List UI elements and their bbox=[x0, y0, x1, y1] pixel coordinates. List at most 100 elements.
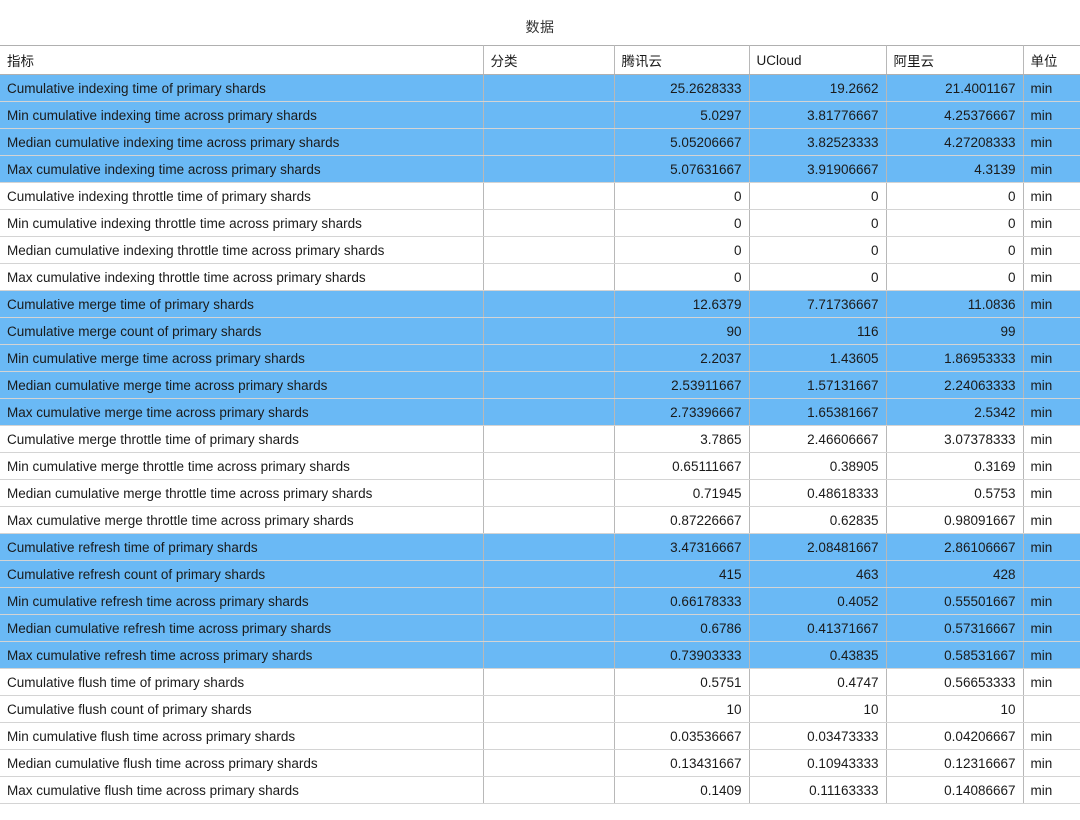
cell-tencent[interactable]: 2.2037 bbox=[614, 344, 750, 372]
table-row[interactable]: Median cumulative merge throttle time ac… bbox=[0, 479, 1080, 507]
cell-category[interactable] bbox=[483, 263, 615, 291]
cell-tencent[interactable]: 0.66178333 bbox=[614, 587, 750, 615]
cell-category[interactable] bbox=[483, 290, 615, 318]
cell-aliyun[interactable]: 4.25376667 bbox=[886, 101, 1024, 129]
cell-category[interactable] bbox=[483, 344, 615, 372]
cell-ucloud[interactable]: 0 bbox=[749, 263, 887, 291]
cell-aliyun[interactable]: 0.5753 bbox=[886, 479, 1024, 507]
cell-metric[interactable]: Max cumulative flush time across primary… bbox=[0, 776, 484, 804]
table-row[interactable]: Max cumulative flush time across primary… bbox=[0, 776, 1080, 804]
cell-tencent[interactable]: 2.73396667 bbox=[614, 398, 750, 426]
cell-category[interactable] bbox=[483, 479, 615, 507]
cell-aliyun[interactable]: 99 bbox=[886, 317, 1024, 345]
column-header-unit[interactable]: 单位 bbox=[1023, 45, 1080, 75]
cell-metric[interactable]: Median cumulative refresh time across pr… bbox=[0, 614, 484, 642]
cell-tencent[interactable]: 0.87226667 bbox=[614, 506, 750, 534]
cell-unit[interactable]: min bbox=[1023, 722, 1080, 750]
cell-unit[interactable] bbox=[1023, 560, 1080, 588]
cell-tencent[interactable]: 0.1409 bbox=[614, 776, 750, 804]
cell-tencent[interactable]: 0 bbox=[614, 263, 750, 291]
cell-ucloud[interactable]: 0.03473333 bbox=[749, 722, 887, 750]
cell-tencent[interactable]: 0.13431667 bbox=[614, 749, 750, 777]
cell-unit[interactable]: min bbox=[1023, 263, 1080, 291]
cell-ucloud[interactable]: 0.38905 bbox=[749, 452, 887, 480]
cell-tencent[interactable]: 25.2628333 bbox=[614, 74, 750, 102]
cell-tencent[interactable]: 415 bbox=[614, 560, 750, 588]
table-row[interactable]: Cumulative refresh count of primary shar… bbox=[0, 560, 1080, 588]
cell-category[interactable] bbox=[483, 533, 615, 561]
cell-unit[interactable]: min bbox=[1023, 398, 1080, 426]
cell-category[interactable] bbox=[483, 614, 615, 642]
cell-ucloud[interactable]: 1.57131667 bbox=[749, 371, 887, 399]
column-header-ucloud[interactable]: UCloud bbox=[749, 45, 887, 75]
table-row[interactable]: Cumulative flush time of primary shards 0… bbox=[0, 668, 1080, 696]
cell-category[interactable] bbox=[483, 74, 615, 102]
cell-aliyun[interactable]: 0.56653333 bbox=[886, 668, 1024, 696]
cell-ucloud[interactable]: 1.43605 bbox=[749, 344, 887, 372]
cell-unit[interactable]: min bbox=[1023, 344, 1080, 372]
cell-aliyun[interactable]: 0 bbox=[886, 182, 1024, 210]
cell-tencent[interactable]: 0.65111667 bbox=[614, 452, 750, 480]
cell-category[interactable] bbox=[483, 695, 615, 723]
table-row[interactable]: Cumulative merge count of primary shards… bbox=[0, 317, 1080, 345]
table-row[interactable]: Cumulative merge time of primary shards 1… bbox=[0, 290, 1080, 318]
cell-tencent[interactable]: 90 bbox=[614, 317, 750, 345]
cell-tencent[interactable]: 12.6379 bbox=[614, 290, 750, 318]
cell-aliyun[interactable]: 0.58531667 bbox=[886, 641, 1024, 669]
cell-tencent[interactable]: 5.0297 bbox=[614, 101, 750, 129]
cell-category[interactable] bbox=[483, 128, 615, 156]
cell-category[interactable] bbox=[483, 452, 615, 480]
table-row[interactable]: Min cumulative merge throttle time acros… bbox=[0, 452, 1080, 480]
cell-ucloud[interactable]: 3.81776667 bbox=[749, 101, 887, 129]
cell-ucloud[interactable]: 0.43835 bbox=[749, 641, 887, 669]
cell-metric[interactable]: Max cumulative indexing throttle time ac… bbox=[0, 263, 484, 291]
cell-aliyun[interactable]: 3.07378333 bbox=[886, 425, 1024, 453]
cell-tencent[interactable]: 2.53911667 bbox=[614, 371, 750, 399]
cell-metric[interactable]: Median cumulative indexing time across p… bbox=[0, 128, 484, 156]
cell-metric[interactable]: Min cumulative merge time across primary… bbox=[0, 344, 484, 372]
cell-unit[interactable]: min bbox=[1023, 479, 1080, 507]
cell-ucloud[interactable]: 116 bbox=[749, 317, 887, 345]
cell-ucloud[interactable]: 0 bbox=[749, 209, 887, 237]
cell-metric[interactable]: Cumulative refresh count of primary shar… bbox=[0, 560, 484, 588]
cell-unit[interactable]: min bbox=[1023, 668, 1080, 696]
cell-aliyun[interactable]: 0.98091667 bbox=[886, 506, 1024, 534]
cell-unit[interactable] bbox=[1023, 695, 1080, 723]
cell-aliyun[interactable]: 11.0836 bbox=[886, 290, 1024, 318]
cell-tencent[interactable]: 0.73903333 bbox=[614, 641, 750, 669]
cell-category[interactable] bbox=[483, 560, 615, 588]
column-header-aliyun[interactable]: 阿里云 bbox=[886, 45, 1024, 75]
cell-tencent[interactable]: 5.05206667 bbox=[614, 128, 750, 156]
cell-category[interactable] bbox=[483, 506, 615, 534]
table-row[interactable]: Cumulative flush count of primary shards… bbox=[0, 695, 1080, 723]
cell-category[interactable] bbox=[483, 101, 615, 129]
cell-unit[interactable]: min bbox=[1023, 614, 1080, 642]
cell-metric[interactable]: Median cumulative indexing throttle time… bbox=[0, 236, 484, 264]
cell-unit[interactable]: min bbox=[1023, 452, 1080, 480]
cell-metric[interactable]: Cumulative merge count of primary shards bbox=[0, 317, 484, 345]
table-row[interactable]: Cumulative refresh time of primary shard… bbox=[0, 533, 1080, 561]
cell-unit[interactable]: min bbox=[1023, 533, 1080, 561]
column-header-tencent[interactable]: 腾讯云 bbox=[614, 45, 750, 75]
table-row[interactable]: Min cumulative flush time across primary… bbox=[0, 722, 1080, 750]
cell-metric[interactable]: Median cumulative flush time across prim… bbox=[0, 749, 484, 777]
cell-unit[interactable]: min bbox=[1023, 749, 1080, 777]
cell-aliyun[interactable]: 0 bbox=[886, 263, 1024, 291]
cell-category[interactable] bbox=[483, 236, 615, 264]
cell-tencent[interactable]: 0.03536667 bbox=[614, 722, 750, 750]
table-row[interactable]: Cumulative indexing time of primary shar… bbox=[0, 74, 1080, 102]
cell-category[interactable] bbox=[483, 587, 615, 615]
cell-aliyun[interactable]: 4.3139 bbox=[886, 155, 1024, 183]
cell-aliyun[interactable]: 0.12316667 bbox=[886, 749, 1024, 777]
cell-category[interactable] bbox=[483, 776, 615, 804]
cell-metric[interactable]: Min cumulative indexing throttle time ac… bbox=[0, 209, 484, 237]
cell-unit[interactable]: min bbox=[1023, 128, 1080, 156]
table-row[interactable]: Cumulative indexing throttle time of pri… bbox=[0, 182, 1080, 210]
table-row[interactable]: Min cumulative merge time across primary… bbox=[0, 344, 1080, 372]
cell-metric[interactable]: Cumulative indexing time of primary shar… bbox=[0, 74, 484, 102]
cell-tencent[interactable]: 10 bbox=[614, 695, 750, 723]
cell-category[interactable] bbox=[483, 371, 615, 399]
cell-aliyun[interactable]: 0.3169 bbox=[886, 452, 1024, 480]
cell-ucloud[interactable]: 0.10943333 bbox=[749, 749, 887, 777]
cell-tencent[interactable]: 3.47316667 bbox=[614, 533, 750, 561]
